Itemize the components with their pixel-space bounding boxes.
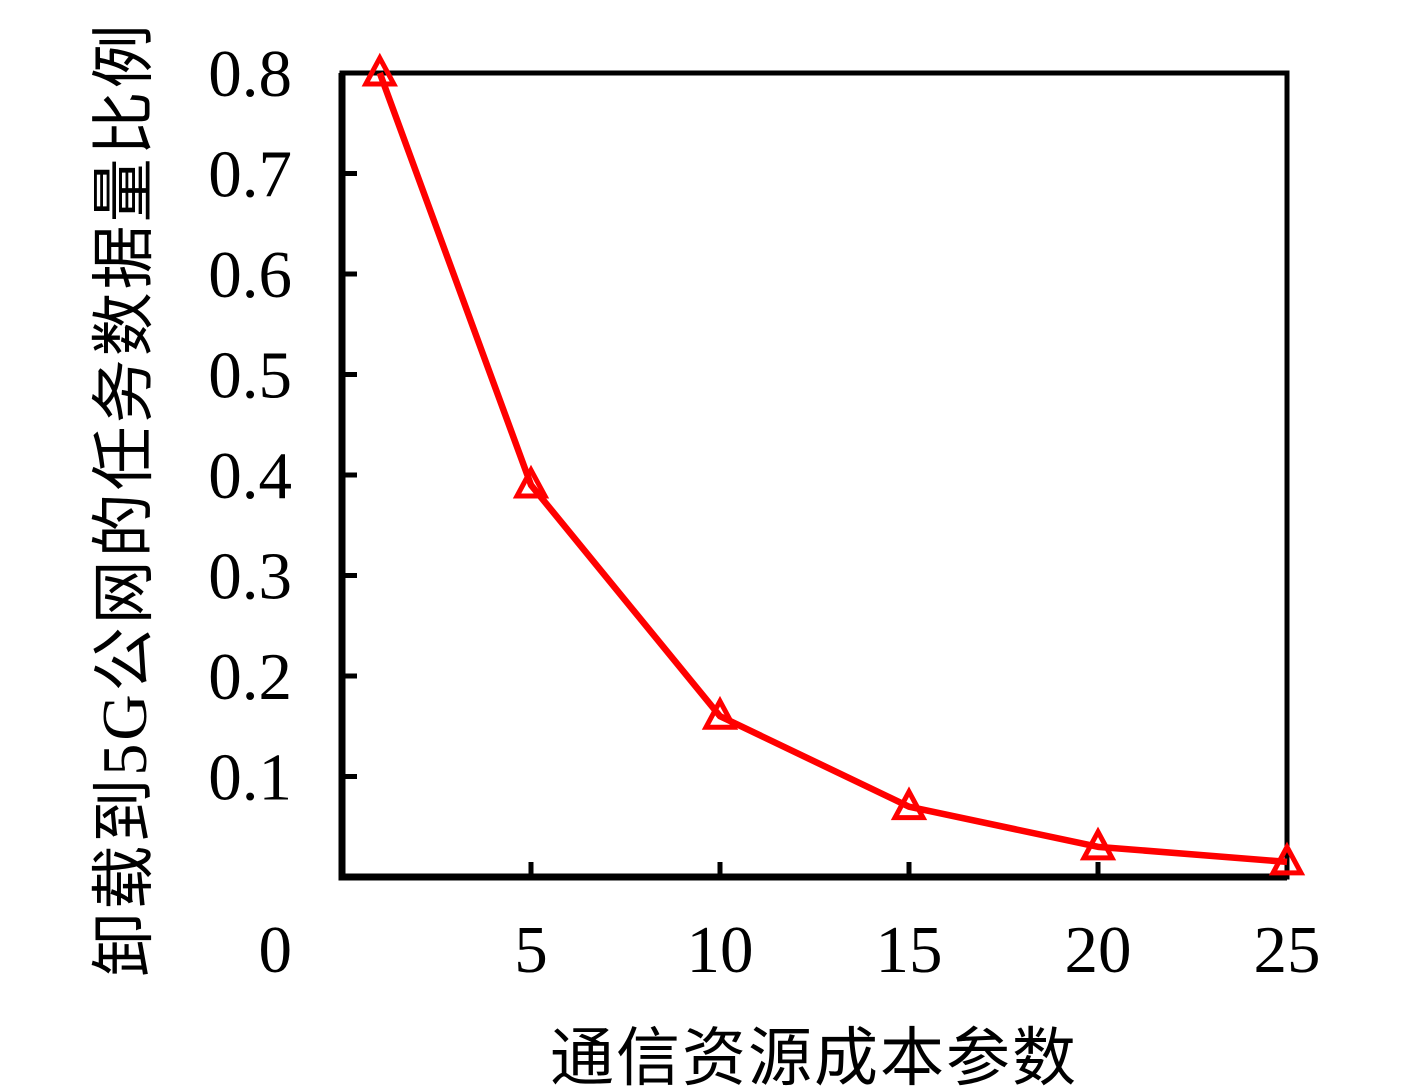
y-tick-label: 0.6 — [208, 238, 292, 312]
x-tick-label: 20 — [1065, 913, 1132, 987]
data-point-marker — [361, 52, 398, 87]
data-series-layer — [361, 52, 1306, 876]
data-line — [376, 71, 1288, 866]
y-tick-label: 0.5 — [208, 339, 292, 413]
data-point-marker — [1079, 826, 1117, 861]
x-axis-title: 通信资源成本参数 — [550, 1023, 1078, 1092]
x-tick-label: 25 — [1254, 913, 1321, 987]
y-tick-label: 0.2 — [208, 640, 292, 714]
y-axis-title: 卸载到5G公网的任务数据量比例 — [89, 21, 160, 976]
data-point-marker — [512, 464, 550, 499]
data-point-marker — [1268, 841, 1306, 876]
x-tick-label: 15 — [876, 913, 943, 987]
data-point-marker — [701, 695, 739, 730]
y-tick-label: 0.1 — [208, 741, 292, 815]
y-tick-label: 0.8 — [208, 37, 292, 111]
x-tick-label: 10 — [687, 913, 754, 987]
y-tick-label: 0.3 — [208, 540, 292, 614]
plot-axes-emphasis — [338, 73, 1287, 881]
plot-frame — [339, 70, 1290, 880]
x-tick-label: 0 — [259, 913, 293, 987]
y-tick-label: 0.4 — [208, 439, 292, 513]
tick-label-layer: 0.1 0.2 0.3 0.4 0.5 0.6 0.7 0.8 0 5 10 15 20 25 — [208, 37, 1320, 987]
data-point-marker — [890, 786, 928, 821]
y-tick-label: 0.7 — [208, 138, 292, 212]
axes-layer — [338, 70, 1290, 881]
x-tick-label: 5 — [514, 913, 548, 987]
